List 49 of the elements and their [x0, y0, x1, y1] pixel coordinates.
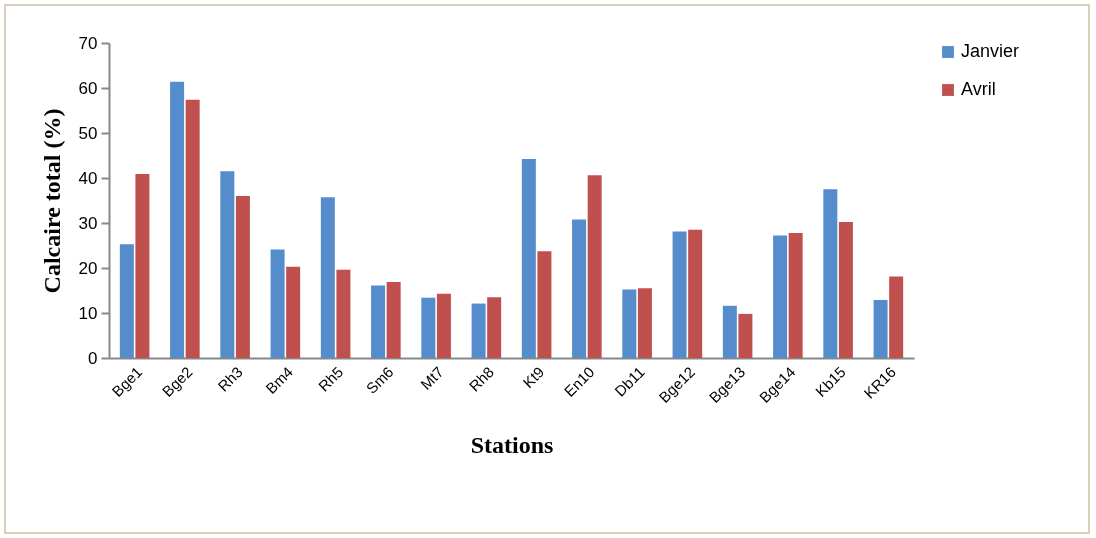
x-tick-label: Rh8	[465, 363, 497, 395]
bar	[587, 175, 602, 358]
bar	[738, 313, 753, 358]
bar	[521, 159, 536, 358]
bar	[320, 197, 335, 358]
legend-label: Avril	[961, 79, 996, 99]
bar	[838, 222, 853, 358]
bar	[537, 251, 552, 358]
bar	[286, 266, 301, 358]
bar	[722, 305, 737, 358]
bar	[471, 303, 486, 358]
y-tick-label: 10	[78, 303, 98, 323]
x-tick-label: Rh3	[214, 363, 246, 395]
bar	[336, 269, 351, 358]
bar	[572, 219, 587, 358]
bar	[823, 189, 838, 358]
y-tick-label: 20	[78, 258, 98, 278]
bar	[170, 81, 185, 358]
bar	[270, 249, 285, 358]
y-tick-label: 50	[78, 123, 98, 143]
bar	[135, 173, 150, 358]
x-axis-title: Stations	[470, 431, 554, 458]
bar	[220, 171, 235, 358]
x-tick-label: Kt9	[519, 363, 548, 392]
bar	[622, 289, 637, 358]
bar	[119, 244, 134, 358]
bar	[637, 288, 652, 358]
bar	[185, 99, 200, 358]
y-tick-label: 60	[78, 78, 98, 98]
bar	[873, 299, 888, 358]
y-tick-label: 70	[78, 33, 98, 53]
bar	[386, 281, 401, 358]
bar	[688, 229, 703, 358]
y-tick-label: 30	[78, 213, 98, 233]
y-tick-label: 40	[78, 168, 98, 188]
y-axis-title: Calcaire total (%)	[38, 108, 65, 294]
bar	[773, 235, 788, 358]
legend-label: Janvier	[961, 41, 1020, 61]
bar	[788, 232, 803, 358]
bar	[436, 293, 451, 358]
bar	[235, 196, 250, 358]
bar	[487, 297, 502, 358]
bar	[889, 276, 904, 358]
y-tick-label: 0	[88, 348, 98, 368]
bar	[421, 297, 436, 358]
x-tick-label: Rh5	[314, 363, 347, 395]
bar	[371, 285, 386, 358]
x-tick-label: Mt7	[417, 363, 447, 393]
bar	[672, 231, 687, 358]
